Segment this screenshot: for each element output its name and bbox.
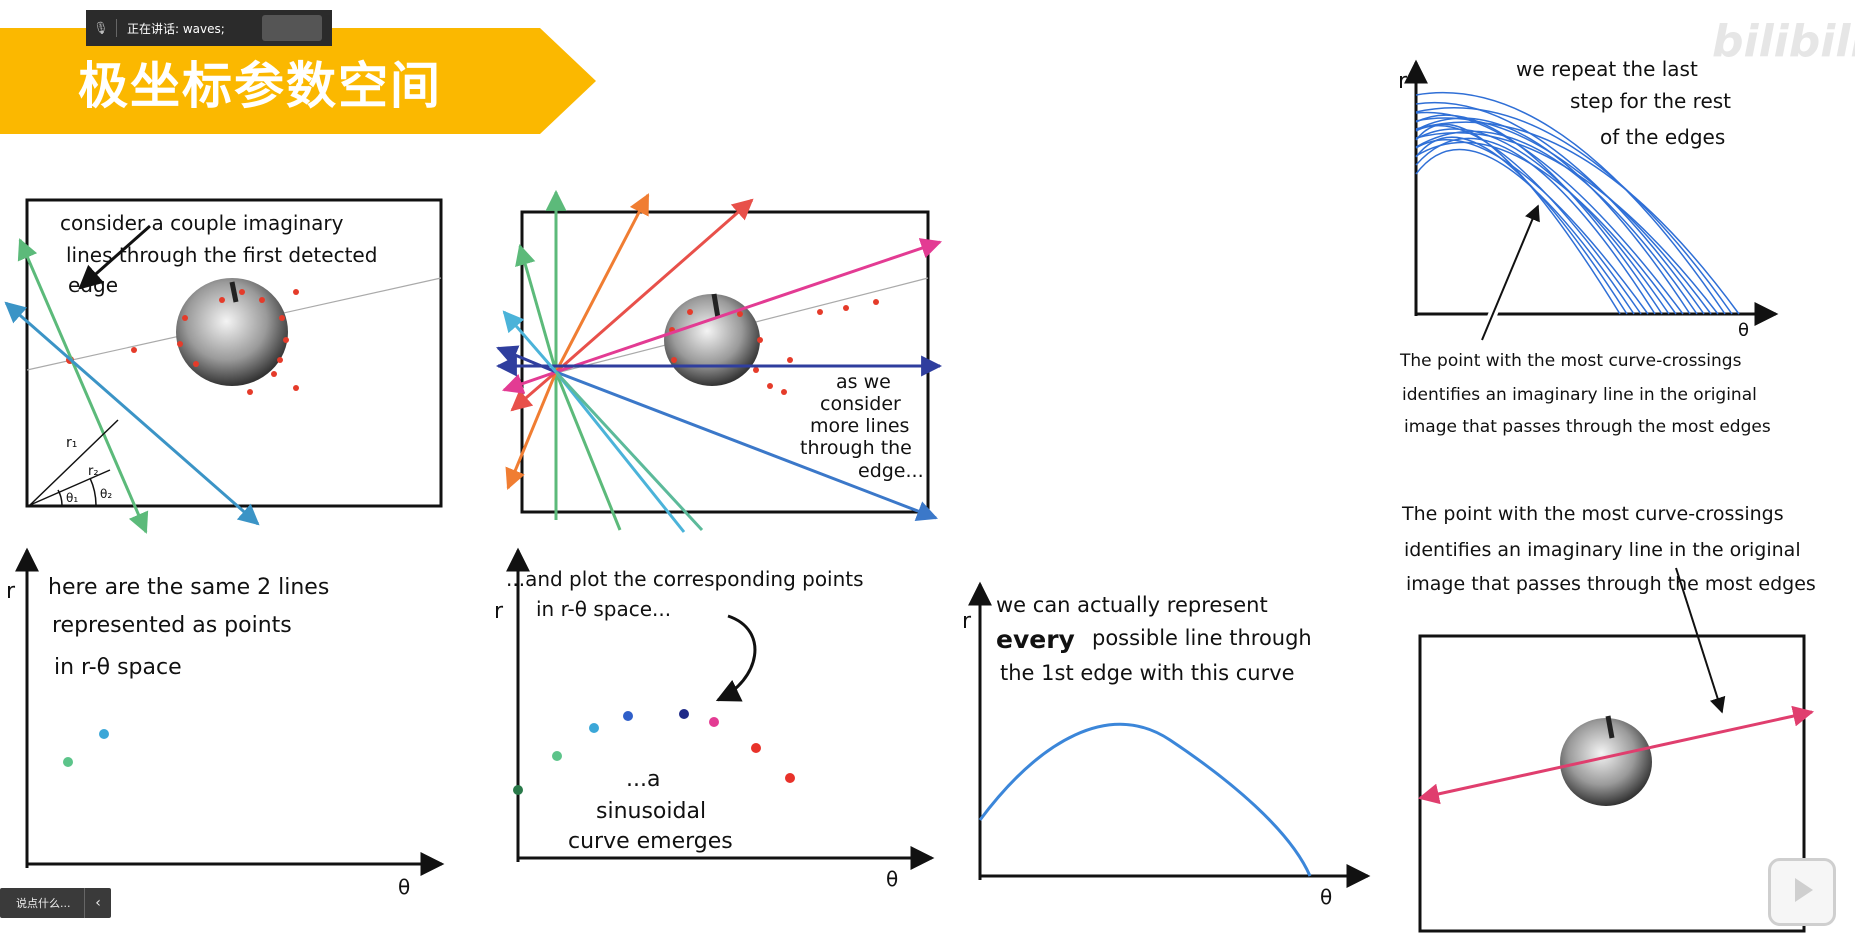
page-title: 极坐标参数空间 — [78, 57, 442, 115]
blue-curve — [1415, 111, 1684, 315]
panel-2-image: as we consider more lines through the ed… — [495, 189, 943, 533]
plot-3-ylabel: r — [962, 609, 972, 634]
plot-1-ylabel: r — [6, 579, 16, 604]
label-r1: r₁ — [66, 435, 77, 451]
plot-1-caption-line-2: represented as points — [52, 613, 292, 638]
panel-2-caption-line-2: consider — [820, 393, 901, 415]
plot-2-caption-bottom-3: curve emerges — [568, 829, 733, 854]
plot-4-caption-line-1: we repeat the last — [1516, 57, 1698, 81]
plot-4-xlabel: θ — [1738, 320, 1749, 341]
plot-4-note-line-2: identifies an imaginary line in the orig… — [1402, 385, 1757, 405]
plot-1-caption-line-1: here are the same 2 lines — [48, 575, 329, 600]
plot-3-xlabel: θ — [1320, 885, 1332, 909]
blue-curve — [1415, 121, 1740, 315]
blue-curve — [1415, 117, 1691, 315]
plot-3: r θ we can actually represent every poss… — [962, 581, 1371, 909]
point-dark-green — [513, 785, 523, 795]
plot-2-caption-bottom-2: sinusoidal — [596, 799, 706, 824]
sinusoid-curve — [978, 722, 1312, 877]
blue-curve — [1415, 128, 1670, 315]
point-red-2 — [785, 773, 795, 783]
plot-3-caption-every: every — [996, 625, 1075, 654]
panel-1-caption-line-3: edge — [68, 273, 118, 297]
speaker-avatar — [262, 15, 322, 41]
plot-2-caption-top-2: in r-θ space... — [536, 597, 671, 621]
panel-1-image: r₁ r₂ θ₁ θ₂ consider a couple imaginary … — [4, 198, 443, 534]
plot-3-caption-line-2: possible line through — [1092, 626, 1312, 650]
plot-2-xlabel: θ — [886, 867, 898, 891]
plot-4-ylabel: r — [1398, 69, 1408, 94]
play-icon[interactable] — [1768, 858, 1836, 926]
plot-4-note-line-1: The point with the most curve-crossings — [1399, 351, 1742, 371]
bilibili-watermark: bilibili — [1712, 16, 1855, 67]
plot-4-caption-line-2: step for the rest — [1570, 89, 1731, 113]
panel-2-caption-line-1: as we — [836, 371, 891, 393]
blue-curve-family — [1415, 91, 1740, 315]
point-red — [751, 743, 761, 753]
plot-2-caption-bottom-1: ...a — [626, 767, 660, 792]
blue-curve — [1415, 132, 1719, 315]
plot-1-xlabel: θ — [398, 875, 410, 899]
label-theta2: θ₂ — [100, 487, 112, 501]
title-banner — [0, 28, 596, 134]
speaking-label: 正在讲话: waves; — [127, 21, 225, 36]
blue-curve — [1415, 141, 1677, 315]
point-pink — [709, 717, 719, 727]
panel-1-caption-line-2: lines through the first detected — [66, 243, 377, 267]
blue-curve — [1415, 137, 1656, 315]
chat-input[interactable]: 说点什么... ‹ — [0, 888, 111, 918]
blue-curve — [1415, 139, 1649, 315]
blue-curve — [1415, 117, 1712, 315]
speaking-indicator: 🎙 正在讲话: waves; — [86, 10, 332, 46]
panel-5-note-line-2: identifies an imaginary line in the orig… — [1404, 539, 1801, 561]
apple-illustration — [176, 278, 288, 386]
blue-curve — [1415, 124, 1642, 315]
blue-curve — [1415, 123, 1621, 315]
plot-2-ylabel: r — [494, 599, 504, 624]
apple-illustration-3 — [1560, 715, 1652, 806]
panel-5-note-line-1: The point with the most curve-crossings — [1401, 503, 1784, 525]
blue-curve — [1415, 102, 1705, 315]
plot-1: r θ here are the same 2 lines represente… — [6, 547, 445, 899]
blue-curve — [1415, 107, 1733, 315]
point-green — [63, 757, 73, 767]
blue-curve — [1415, 130, 1698, 315]
microphone-icon: 🎙 — [93, 21, 109, 35]
panel-1-caption-line-1: consider a couple imaginary — [60, 211, 344, 235]
panel-2-caption-line-5: edge... — [858, 460, 924, 482]
chevron-left-icon[interactable]: ‹ — [84, 888, 111, 918]
plot-3-caption-line-3: the 1st edge with this curve — [1000, 661, 1295, 685]
panel-5: The point with the most curve-crossings … — [1401, 503, 1816, 933]
point-royal-blue — [623, 711, 633, 721]
point-blue — [99, 729, 109, 739]
plot-2-caption-top-1: ...and plot the corresponding points — [506, 567, 864, 591]
panel-2-caption-line-3: more lines — [810, 415, 909, 437]
plot-4-caption-line-3: of the edges — [1600, 125, 1725, 149]
plot-2: r θ ...and plot the corresponding points… — [494, 547, 935, 891]
chat-placeholder: 说点什么... — [16, 897, 71, 910]
blue-curve — [1415, 91, 1726, 315]
label-r2: r₂ — [88, 464, 99, 479]
point-blue — [589, 723, 599, 733]
point-navy — [679, 709, 689, 719]
label-theta1: θ₁ — [66, 491, 78, 505]
panel-5-note-line-3: image that passes through the most edges — [1406, 573, 1816, 595]
blue-curve — [1415, 148, 1635, 315]
panel-2-caption-line-4: through the — [800, 437, 912, 459]
plot-3-caption-line-1: we can actually represent — [996, 593, 1268, 617]
plot-1-caption-line-3: in r-θ space — [54, 655, 182, 680]
plot-4-note-line-3: image that passes through the most edges — [1404, 417, 1771, 437]
plot-4: r θ we repeat the last step for the rest… — [1398, 57, 1779, 437]
point-green — [552, 751, 562, 761]
